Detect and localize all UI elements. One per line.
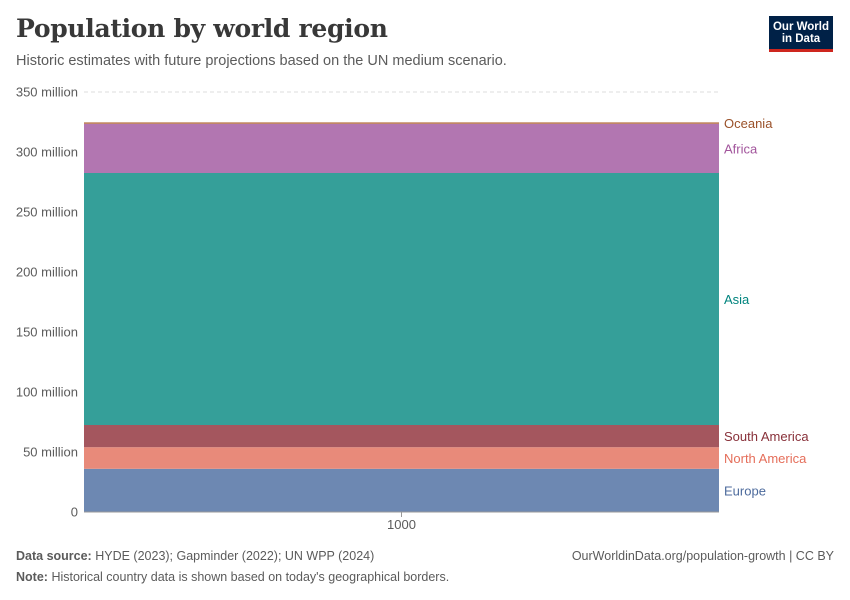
y-tick-label: 0	[71, 505, 78, 520]
footnote: Note: Historical country data is shown b…	[16, 570, 449, 584]
note-text: Historical country data is shown based o…	[51, 570, 450, 584]
y-tick-label: 50 million	[23, 445, 78, 460]
area-band-north-america	[84, 447, 719, 469]
chart-subtitle: Historic estimates with future projectio…	[16, 53, 507, 69]
x-tick-label: 1000	[387, 517, 416, 532]
series-label-europe: Europe	[724, 483, 766, 498]
series-label-africa: Africa	[724, 141, 758, 156]
y-tick-label: 350 million	[16, 85, 78, 100]
series-label-asia: Asia	[724, 292, 750, 307]
series-label-north-america: North America	[724, 451, 807, 466]
logo-line-2: in Data	[781, 33, 821, 45]
data-source-label: Data source:	[16, 549, 92, 563]
y-tick-label: 200 million	[16, 265, 78, 280]
area-band-oceania	[84, 122, 719, 124]
note-label: Note:	[16, 570, 48, 584]
credit-link[interactable]: OurWorldinData.org/population-growth | C…	[571, 549, 834, 563]
data-source: Data source: HYDE (2023); Gapminder (202…	[16, 549, 374, 563]
series-label-south-america: South America	[724, 429, 809, 444]
chart-title: Population by world region	[16, 14, 388, 43]
series-label-oceania: Oceania	[724, 116, 773, 131]
logo-line-1: Our World	[772, 21, 829, 33]
y-tick-label: 300 million	[16, 145, 78, 160]
area-band-africa	[84, 123, 719, 173]
area-band-asia	[84, 173, 719, 425]
area-band-europe	[84, 468, 719, 512]
owid-logo[interactable]: Our World in Data	[769, 16, 833, 52]
y-tick-label: 150 million	[16, 325, 78, 340]
y-tick-label: 250 million	[16, 205, 78, 220]
y-tick-label: 100 million	[16, 385, 78, 400]
data-source-text: HYDE (2023); Gapminder (2022); UN WPP (2…	[95, 549, 375, 563]
area-band-south-america	[84, 425, 719, 448]
